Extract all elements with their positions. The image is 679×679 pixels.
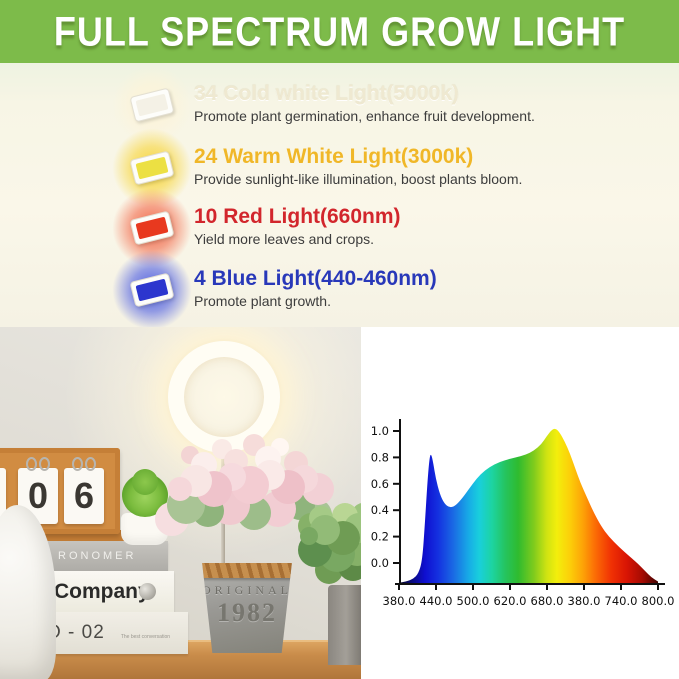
feature-description: Provide sunlight-like illumination, boos… — [194, 171, 523, 187]
header-banner: FULL SPECTRUM GROW LIGHT — [0, 0, 679, 63]
product-photo: 0 6 RONOMER Company O - 02 The best conve… — [0, 327, 361, 679]
right-plant-pot — [328, 585, 361, 665]
svg-text:0.0: 0.0 — [371, 556, 389, 570]
pot-text: ORIGINAL — [202, 583, 292, 597]
feature-title: 34 Cold white Light(5000k) — [194, 82, 459, 105]
eucalyptus-plant — [300, 527, 318, 545]
succulent-pot — [121, 513, 168, 545]
page-title: FULL SPECTRUM GROW LIGHT — [53, 7, 626, 54]
flower-pot: ORIGINAL 1982 — [202, 563, 292, 653]
svg-text:620.0: 620.0 — [494, 594, 527, 608]
svg-text:380.0: 380.0 — [383, 594, 416, 608]
succulent-plant — [122, 467, 168, 517]
feature-title: 10 Red Light(660nm) — [194, 205, 401, 228]
book-caption: The best conversation — [120, 634, 171, 640]
binder-ring-icon — [39, 457, 50, 471]
calendar-digit: 0 — [27, 475, 49, 516]
binder-ring-icon — [85, 457, 96, 471]
flower-bouquet — [168, 477, 192, 501]
svg-text:740.0: 740.0 — [605, 594, 638, 608]
led-chip-cold-white-icon — [112, 65, 192, 145]
pot-year: 1982 — [217, 598, 277, 627]
book-spine-top: RONOMER — [36, 541, 168, 571]
feature-title: 4 Blue Light(440-460nm) — [194, 267, 437, 290]
feature-list: 34 Cold white Light(5000k) Promote plant… — [0, 63, 679, 330]
led-chip-red-icon — [112, 188, 192, 268]
spectrum-chart-svg: 1.0 0.8 0.6 0.4 0.2 0.0 380.0 440.0 500.0 620.0 68… — [371, 419, 675, 608]
svg-text:380.0: 380.0 — [568, 594, 601, 608]
svg-text:0.6: 0.6 — [371, 477, 389, 491]
feature-description: Promote plant germination, enhance fruit… — [194, 108, 535, 124]
feature-item-warm-white: 24 Warm White Light(3000k) Provide sunli… — [112, 128, 523, 208]
led-chip-blue-icon — [112, 250, 192, 330]
flip-calendar: 0 6 — [0, 448, 120, 534]
spectrum-chart: 1.0 0.8 0.6 0.4 0.2 0.0 380.0 440.0 500.0 620.0 68… — [361, 327, 679, 679]
calendar-card-partial — [0, 468, 6, 524]
feature-item-cold-white: 34 Cold white Light(5000k) Promote plant… — [112, 65, 535, 145]
calendar-card: 6 — [64, 457, 104, 524]
calendar-digit: 6 — [73, 475, 95, 516]
feature-item-red: 10 Red Light(660nm) Yield more leaves an… — [112, 188, 401, 268]
ring-light — [168, 341, 280, 453]
lamp-pole — [221, 449, 225, 565]
book-emblem-icon — [139, 583, 156, 600]
svg-text:500.0: 500.0 — [457, 594, 490, 608]
feature-title: 24 Warm White Light(3000k) — [194, 145, 474, 168]
feature-description: Yield more leaves and crops. — [194, 231, 375, 247]
svg-text:1.0: 1.0 — [371, 424, 389, 438]
binder-ring-icon — [72, 457, 83, 471]
svg-text:440.0: 440.0 — [420, 594, 453, 608]
svg-text:800.0: 800.0 — [642, 594, 675, 608]
binder-ring-icon — [26, 457, 37, 471]
rope-rim — [202, 563, 292, 578]
svg-text:0.8: 0.8 — [371, 450, 389, 464]
feature-item-blue: 4 Blue Light(440-460nm) Promote plant gr… — [112, 250, 437, 330]
svg-text:0.2: 0.2 — [371, 530, 389, 544]
feature-description: Promote plant growth. — [194, 293, 331, 309]
svg-text:680.0: 680.0 — [531, 594, 564, 608]
svg-text:0.4: 0.4 — [371, 503, 389, 517]
